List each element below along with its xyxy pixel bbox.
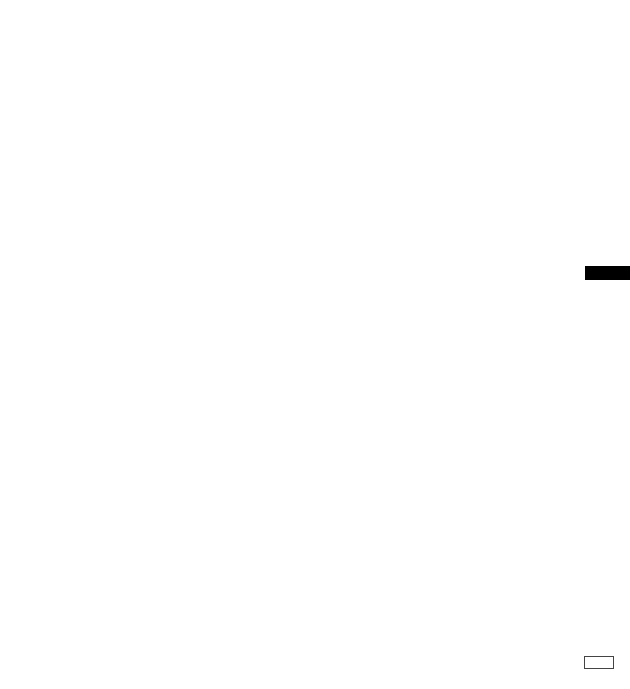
last-price-label — [585, 266, 630, 280]
volume-multiplier-label — [584, 656, 614, 669]
